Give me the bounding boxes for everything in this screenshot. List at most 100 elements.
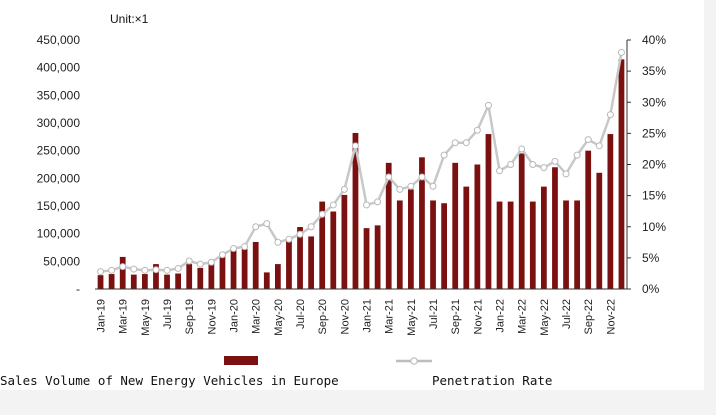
line-point [462, 139, 470, 147]
line-point [351, 142, 359, 150]
right-axis: 0% 5% 10% 15% 20% 25% 30% 35% 40% [626, 33, 666, 296]
line-point [496, 167, 504, 175]
left-tick-label: 300,000 [37, 116, 81, 130]
line-point [152, 266, 160, 274]
line-point [507, 161, 515, 168]
line-point [108, 266, 116, 274]
x-tick-label: Sep-22 [583, 299, 595, 334]
line-point [551, 157, 559, 165]
bar [241, 249, 248, 289]
line-point [606, 111, 614, 119]
line-point [263, 220, 271, 228]
left-axis: - 50,000 100,000 150,000 200,000 250,000 300,0… [37, 33, 81, 296]
line-point [451, 139, 459, 147]
bar [507, 201, 514, 289]
bar-series [97, 59, 625, 290]
bar [529, 201, 536, 289]
x-tick-label: Nov-21 [472, 299, 484, 334]
line-point [584, 136, 592, 144]
line-point [396, 185, 404, 193]
line-point [252, 223, 260, 231]
x-tick-label: Nov-20 [339, 299, 351, 334]
left-tick-label: - [76, 282, 80, 296]
bar [596, 172, 603, 289]
right-tick-label: 15% [642, 189, 666, 203]
right-tick-label: 30% [642, 95, 666, 109]
line-point [97, 268, 105, 276]
x-tick-label: Jul-20 [295, 299, 307, 329]
line-point [307, 223, 315, 231]
line-point [274, 238, 282, 246]
line-point [484, 101, 492, 109]
x-tick-label: May-22 [539, 299, 551, 336]
line-point [285, 235, 293, 243]
x-tick-label: Jan-21 [362, 299, 374, 333]
bar [219, 253, 226, 289]
line-point [562, 170, 570, 178]
line-point [296, 230, 304, 238]
line-point [196, 260, 204, 268]
x-tick-label: Nov-19 [206, 299, 218, 334]
x-tick-label: Jan-20 [229, 299, 241, 333]
bar [341, 194, 348, 289]
right-tick-label: 40% [642, 33, 666, 47]
bar [585, 150, 592, 289]
x-tick-label: Mar-20 [251, 299, 263, 334]
line-point [174, 264, 182, 272]
line-point [407, 182, 415, 190]
bar [308, 236, 314, 289]
bar [352, 132, 359, 289]
line-point [130, 265, 138, 273]
left-tick-label: 100,000 [37, 227, 81, 241]
line-point [318, 210, 326, 218]
line-point [617, 48, 625, 56]
bar [197, 267, 204, 289]
line-point [529, 161, 537, 168]
bar [363, 228, 370, 289]
line-point [185, 257, 193, 265]
bar [208, 264, 215, 289]
x-tick-label: Mar-19 [118, 299, 130, 334]
bar [153, 264, 159, 289]
line-point [218, 251, 226, 259]
bar [407, 189, 414, 289]
x-tick-label: Jul-22 [561, 299, 573, 329]
bar [563, 200, 569, 289]
bar [618, 59, 625, 290]
bar [319, 201, 326, 289]
bar [396, 200, 403, 289]
bar [607, 134, 614, 289]
bar [286, 240, 292, 289]
bar [441, 203, 447, 289]
bar [485, 134, 492, 289]
x-tick-label: Jul-19 [162, 299, 174, 329]
bar [263, 272, 270, 289]
bar [164, 274, 170, 289]
right-tick-label: 10% [642, 220, 666, 234]
bar [419, 157, 425, 289]
x-axis: Jan-19 Mar-19 May-19 Jul-19 Sep-19 Nov-19 Jan-… [95, 288, 627, 336]
bar [274, 264, 281, 289]
bar [141, 274, 148, 289]
x-tick-label: May-19 [140, 299, 152, 336]
legend-bar-swatch [224, 356, 258, 365]
line-point [573, 151, 581, 159]
x-tick-label: Jan-19 [96, 299, 108, 333]
bar [230, 250, 237, 289]
bar [474, 164, 481, 289]
left-tick-label: 250,000 [37, 144, 81, 158]
chart-card: Unit:×1 - 50,000 100,000 150,000 200,000 250,… [0, 0, 704, 390]
line-point [141, 266, 149, 274]
legend-bar-label: Sales Volume of New Energy Vehicles in E… [0, 373, 339, 388]
line-point [340, 185, 348, 193]
line-point [440, 151, 448, 159]
bar [297, 227, 303, 289]
x-tick-label: Sep-21 [450, 299, 462, 334]
bar [518, 153, 525, 289]
bar [97, 275, 104, 289]
right-tick-label: 20% [642, 158, 666, 172]
bar [385, 162, 392, 289]
line-point [473, 126, 481, 134]
line-point [119, 263, 127, 271]
x-tick-label: Sep-19 [184, 299, 196, 334]
